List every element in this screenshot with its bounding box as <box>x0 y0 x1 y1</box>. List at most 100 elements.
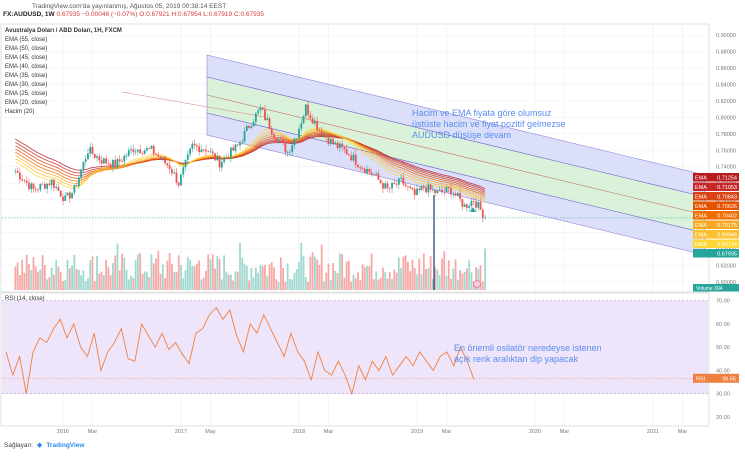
price-tick-label: 0.70000 <box>716 198 736 204</box>
candle-body <box>248 125 250 128</box>
volume-bar <box>336 273 339 290</box>
candle-body <box>159 156 162 160</box>
candle-body <box>307 104 309 115</box>
volume-bar <box>443 251 446 290</box>
volume-badge-text: Volume 304 <box>696 286 723 292</box>
volume-bar <box>286 263 289 290</box>
candle-body <box>30 183 33 190</box>
candle-body <box>21 179 24 181</box>
candle-body <box>363 168 366 174</box>
volume-bar <box>130 275 132 290</box>
candle-body <box>166 163 169 166</box>
volume-bar <box>407 261 409 290</box>
candle-body <box>82 161 85 170</box>
volume-bar <box>30 270 33 290</box>
candle-body <box>461 199 464 207</box>
event-marker-icon <box>473 280 481 288</box>
candle-body <box>273 134 275 138</box>
candle-body <box>270 128 273 135</box>
legend-item[interactable]: EMA (20, close) <box>5 100 48 106</box>
volume-bar <box>123 257 126 290</box>
rsi-annotation: En önemli osilatör neredeyse istenen açı… <box>454 343 602 365</box>
candle-body <box>425 187 427 193</box>
candle-body <box>445 187 448 192</box>
volume-bar <box>275 279 278 290</box>
volume-bar <box>14 266 17 290</box>
volume-bar <box>134 260 137 290</box>
candle-body <box>452 193 455 195</box>
candle-body <box>289 151 291 153</box>
candle-body <box>232 147 235 151</box>
symbol-ohlc-line: FX:AUDUSD, 1W 0.67935 −0.00046 (−0.07%) … <box>3 11 264 19</box>
legend-item[interactable]: EMA (35, close) <box>5 73 48 79</box>
price-tick-label: 0.78000 <box>716 132 736 138</box>
candle-body <box>107 163 110 165</box>
ema-badge-value: 0.71254 <box>717 175 737 181</box>
ema-badge-name: EMA <box>695 223 707 229</box>
volume-bar <box>105 260 108 290</box>
legend-item[interactable]: EMA (30, close) <box>5 82 48 88</box>
price-tick-label: 0.74000 <box>716 165 736 171</box>
ema-line <box>15 135 486 190</box>
volume-bar <box>239 242 241 290</box>
candle-body <box>177 182 180 186</box>
candle-body <box>230 147 232 159</box>
time-tick-label: 2017 <box>175 429 187 435</box>
volume-bar <box>397 257 400 290</box>
candle-body <box>121 161 123 162</box>
candle-body <box>236 144 239 146</box>
candle-body <box>420 186 423 191</box>
volume-bar <box>34 266 37 290</box>
candle-body <box>32 183 35 189</box>
volume-bar <box>102 275 105 290</box>
legend-item[interactable]: EMA (50, close) <box>5 46 48 52</box>
candle-body <box>418 188 421 191</box>
tradingview-brand[interactable]: TradingView <box>46 441 85 449</box>
volume-bar <box>475 267 477 290</box>
volume-bar <box>186 257 189 290</box>
candle-body <box>136 149 139 152</box>
volume-bar <box>250 268 253 290</box>
ema-line <box>15 127 486 204</box>
volume-bar <box>118 270 121 290</box>
candle-body <box>171 169 173 174</box>
volume-bar <box>100 271 103 290</box>
volume-bar <box>232 280 235 290</box>
legend-item[interactable]: EMA (40, close) <box>5 64 48 70</box>
legend-item[interactable]: EMA (55, close) <box>5 37 48 43</box>
time-tick-label: 2016 <box>57 429 69 435</box>
legend-item[interactable]: EMA (45, close) <box>5 55 48 61</box>
candle-body <box>309 114 312 119</box>
candle-body <box>261 107 264 110</box>
symbol-name[interactable]: FX:AUDUSD, 1W <box>3 11 55 18</box>
ema-badge <box>693 211 739 220</box>
candle-body <box>127 150 130 156</box>
volume-bar <box>434 267 437 290</box>
volume-bar <box>402 256 405 290</box>
volume-bar <box>270 262 273 290</box>
legend-item[interactable]: EMA (25, close) <box>5 91 48 97</box>
volume-bar <box>284 281 287 290</box>
candle-body <box>39 183 42 190</box>
volume-bar <box>75 268 78 290</box>
candle-body <box>189 148 191 155</box>
volume-bar <box>184 270 187 290</box>
volume-bar <box>225 271 228 290</box>
legend-item[interactable]: Hacim (20) <box>5 109 35 115</box>
candle-body <box>216 155 219 161</box>
candle-body <box>279 139 282 141</box>
candle-body <box>268 118 271 129</box>
volume-bar <box>264 264 266 290</box>
volume-bar <box>368 266 371 290</box>
volume-bar <box>304 276 307 290</box>
candle-body <box>429 184 432 190</box>
candle-body <box>91 147 94 155</box>
volume-bar <box>161 264 164 290</box>
volume-bar <box>164 278 167 290</box>
candle-body <box>114 160 117 168</box>
volume-bar <box>146 272 148 290</box>
time-tick-label: Mar <box>678 429 688 435</box>
price-annotation: Hacim ve EMA fiyata göre olumsuz üstüste… <box>412 108 566 141</box>
candle-body <box>400 177 403 179</box>
